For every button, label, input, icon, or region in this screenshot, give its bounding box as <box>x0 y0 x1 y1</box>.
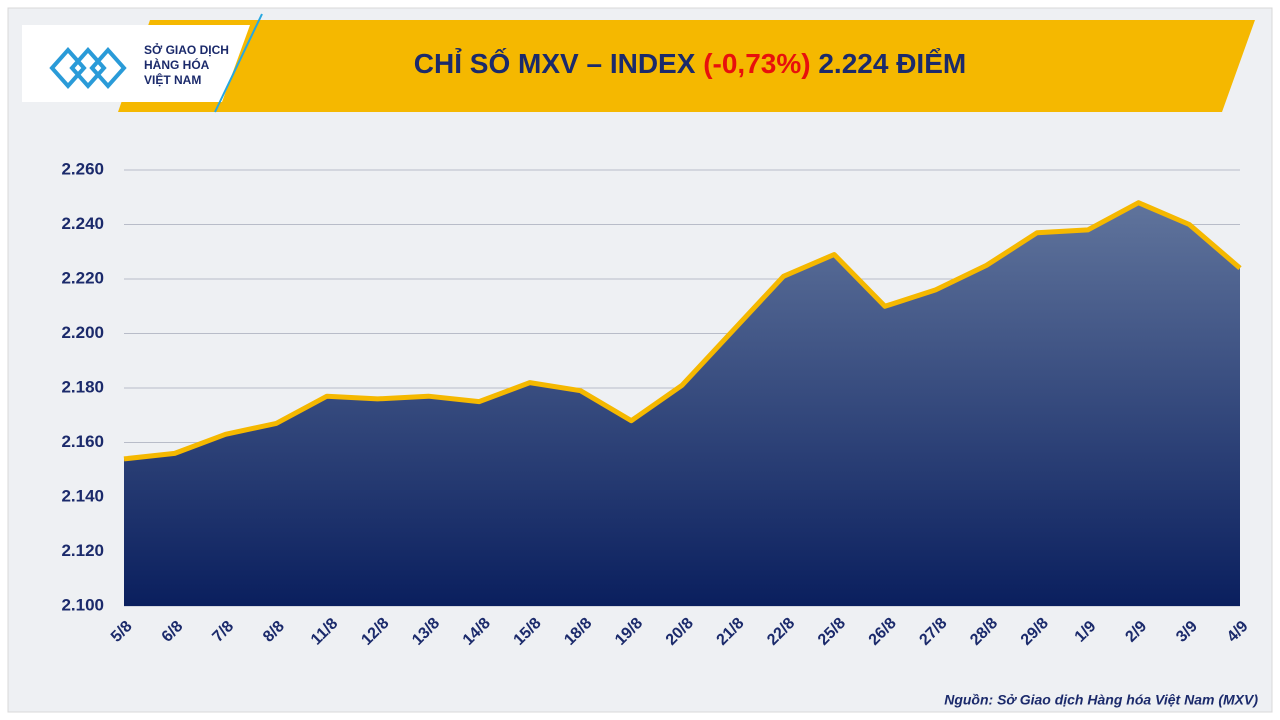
logo-box <box>22 25 250 102</box>
y-tick-label: 2.260 <box>61 159 104 178</box>
line <box>123 200 1242 462</box>
y-tick-label: 2.100 <box>61 595 104 614</box>
y-tick-label: 2.160 <box>61 432 104 451</box>
header-banner <box>118 20 1255 112</box>
y-tick-label: 2.240 <box>61 214 104 233</box>
y-tick-label: 2.140 <box>61 486 104 505</box>
source-note: Nguồn: Sở Giao dịch Hàng hóa Việt Nam (M… <box>944 692 1258 708</box>
y-tick-label: 2.200 <box>61 323 104 342</box>
chart-title: CHỈ SỐ MXV – INDEX (-0,73%) 2.224 ĐIỂM <box>414 47 966 79</box>
title-value: 2.224 ĐIỂM <box>818 48 966 79</box>
logo-text: HÀNG HÓA <box>144 57 210 72</box>
area <box>124 202 1240 606</box>
logo-text: SỞ GIAO DỊCH <box>144 42 229 57</box>
title-change: (-0,73%) <box>703 48 810 79</box>
y-tick-label: 2.180 <box>61 377 104 396</box>
plot-area: 2.100 2.120 2.140 2.160 2.180 2.200 2.220 2.240… <box>61 159 1251 648</box>
y-tick-label: 2.220 <box>61 268 104 287</box>
y-tick-label: 2.120 <box>61 541 104 560</box>
logo-mark <box>49 46 127 90</box>
logo-text: VIỆT NAM <box>144 72 201 87</box>
title-main: CHỈ SỐ MXV – INDEX <box>414 47 696 79</box>
logo-accent <box>214 13 263 113</box>
